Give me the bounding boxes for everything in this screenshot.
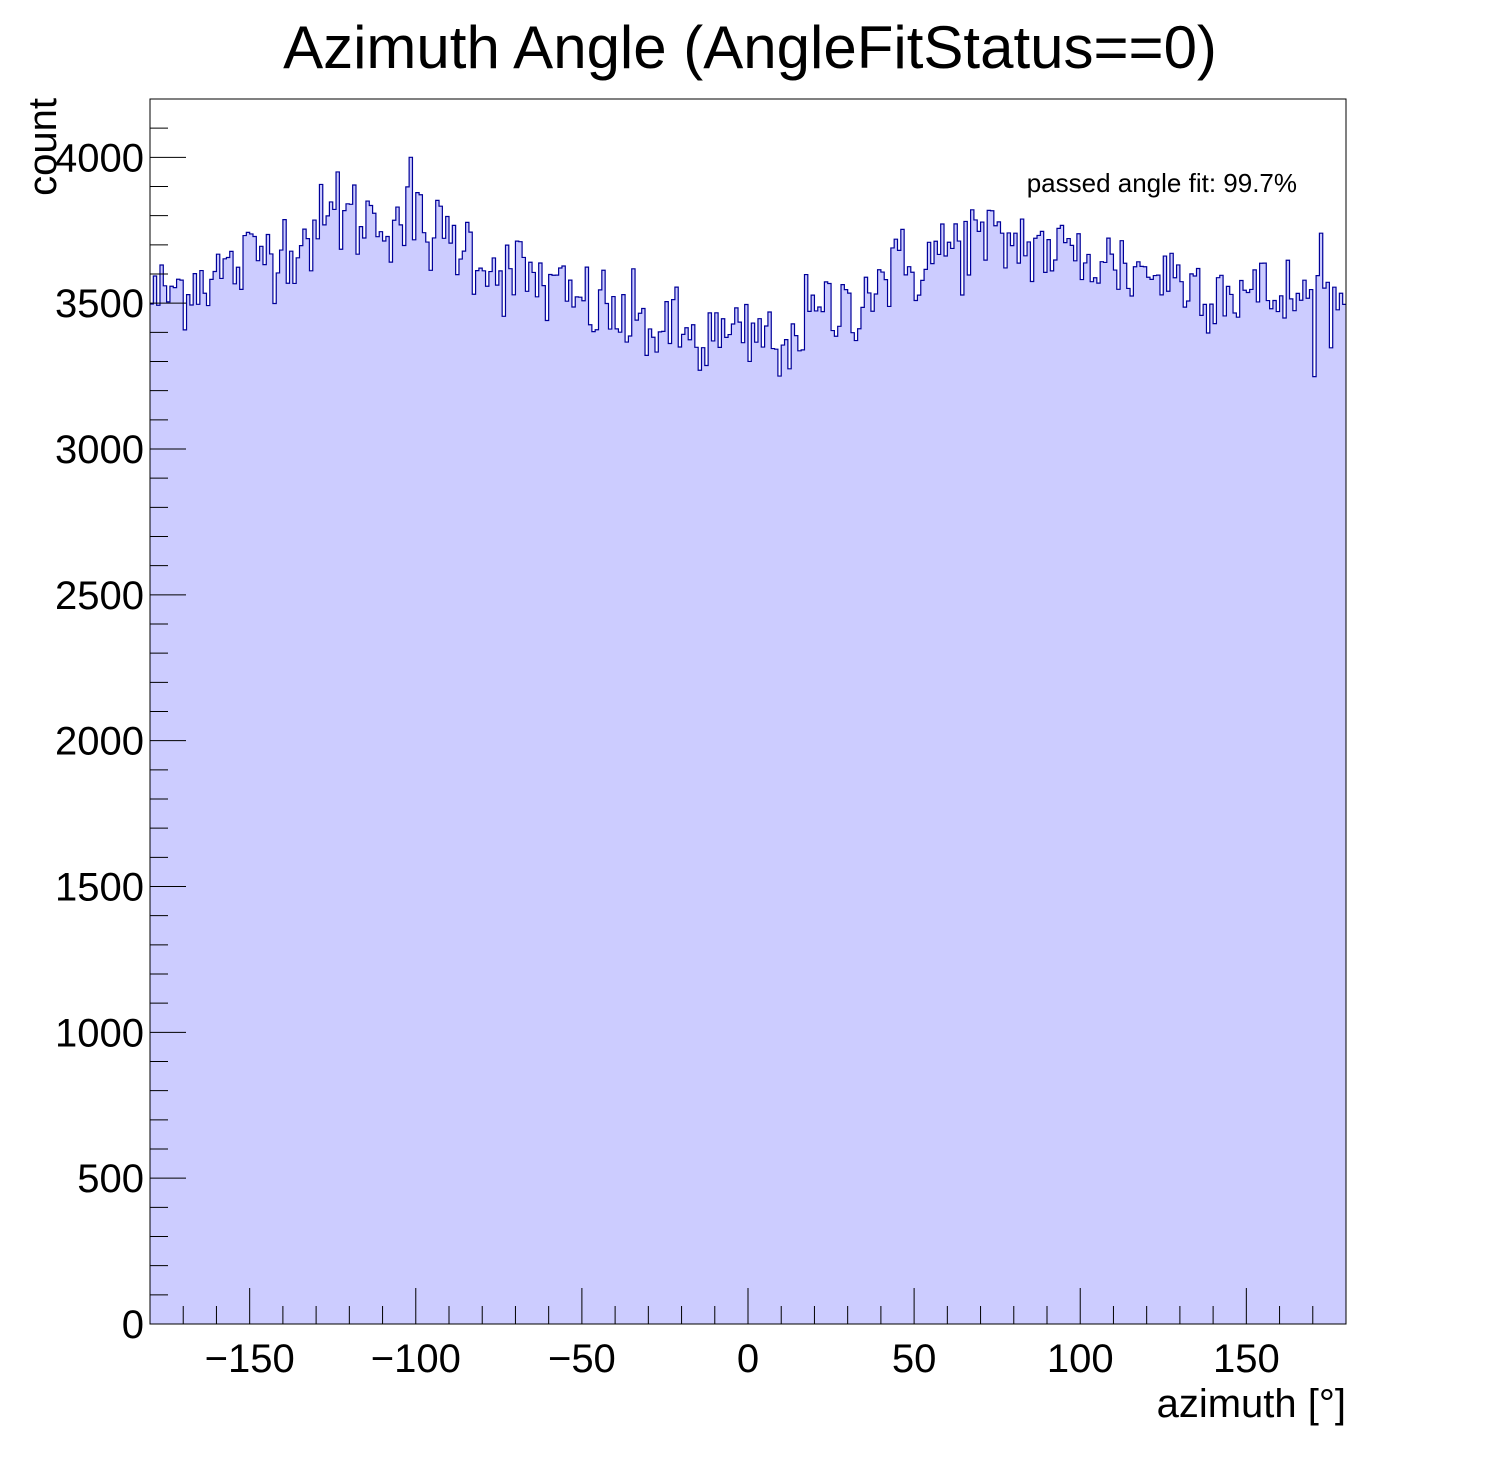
y-tick-label: 2500 — [55, 574, 144, 618]
y-tick-label: 500 — [77, 1157, 144, 1201]
y-tick-label: 3000 — [55, 428, 144, 472]
histogram-fill — [150, 157, 1346, 1325]
x-tick-label: 150 — [1213, 1337, 1280, 1381]
y-tick-label: 2000 — [55, 720, 144, 764]
y-tick-label: 1500 — [55, 866, 144, 910]
y-tick-label: 4000 — [55, 136, 144, 180]
x-tick-label: −150 — [205, 1337, 295, 1381]
passed-fit-annotation: passed angle fit: 99.7% — [1027, 168, 1297, 198]
axes: −150 −100 −50 0 50 100 15005001000150020002500… — [55, 98, 1347, 1381]
y-tick-label: 1000 — [55, 1011, 144, 1055]
chart-title: Azimuth Angle (AngleFitStatus==0) — [283, 14, 1217, 81]
x-tick-label: 100 — [1047, 1337, 1114, 1381]
x-tick-label: −50 — [548, 1337, 616, 1381]
y-axis-title: count — [21, 98, 65, 196]
x-axis-title: azimuth [°] — [1157, 1382, 1346, 1426]
y-tick-label: 0 — [122, 1303, 144, 1347]
histogram-outline — [150, 156, 1346, 378]
x-tick-label: 50 — [892, 1337, 937, 1381]
y-tick-label: 3500 — [55, 282, 144, 326]
x-tick-label: −100 — [371, 1337, 461, 1381]
plot-area — [150, 156, 1346, 1325]
x-tick-label: 0 — [737, 1337, 759, 1381]
